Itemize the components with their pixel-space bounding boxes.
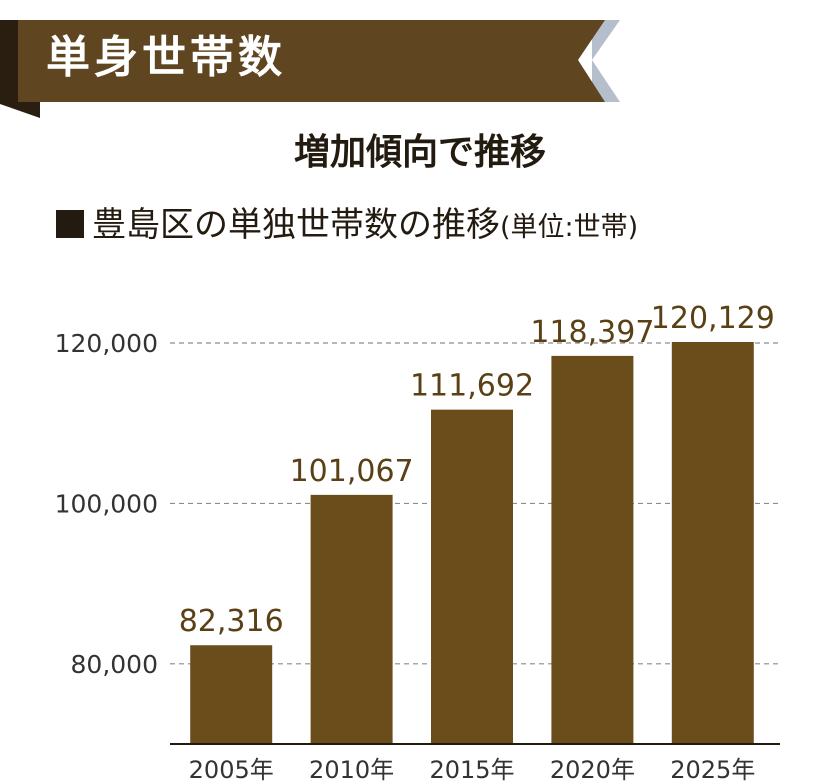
x-tick-label: 2020年 [550, 756, 635, 784]
banner-body [18, 20, 605, 102]
data-label: 118,397 [530, 315, 654, 350]
chart-unit: (単位:世帯) [500, 212, 639, 243]
data-label: 111,692 [410, 369, 534, 404]
data-label: 120,129 [651, 301, 775, 336]
bar [431, 409, 513, 744]
data-label: 101,067 [290, 454, 414, 489]
banner-title: 単身世帯数 [46, 32, 286, 83]
chart-title-text: 豊島区の単独世帯数の推移 [92, 205, 500, 245]
bar [190, 645, 273, 744]
x-tick-label: 2005年 [189, 756, 274, 784]
bar [310, 494, 393, 744]
x-tick-label: 2025年 [670, 756, 755, 784]
page-heading: 増加傾向で推移 [293, 132, 546, 173]
banner-shape [0, 20, 620, 118]
square-bullet-icon [56, 210, 84, 238]
section-banner: 単身世帯数 [0, 0, 840, 120]
chart-title: 豊島区の単独世帯数の推移(単位:世帯) [56, 200, 638, 253]
bar-chart: 80,000 100,000 120,000 82,316 2005年 101,067 20… [55, 301, 780, 784]
y-tick-label: 100,000 [55, 489, 158, 518]
x-tick-label: 2015年 [429, 756, 514, 784]
y-tick-label: 120,000 [55, 329, 158, 358]
bar [551, 355, 634, 744]
banner-arrow-accent [592, 20, 620, 102]
bar [671, 342, 754, 744]
data-label: 82,316 [179, 604, 284, 639]
y-tick-label: 80,000 [71, 650, 158, 679]
x-tick-label: 2010年 [309, 756, 394, 784]
